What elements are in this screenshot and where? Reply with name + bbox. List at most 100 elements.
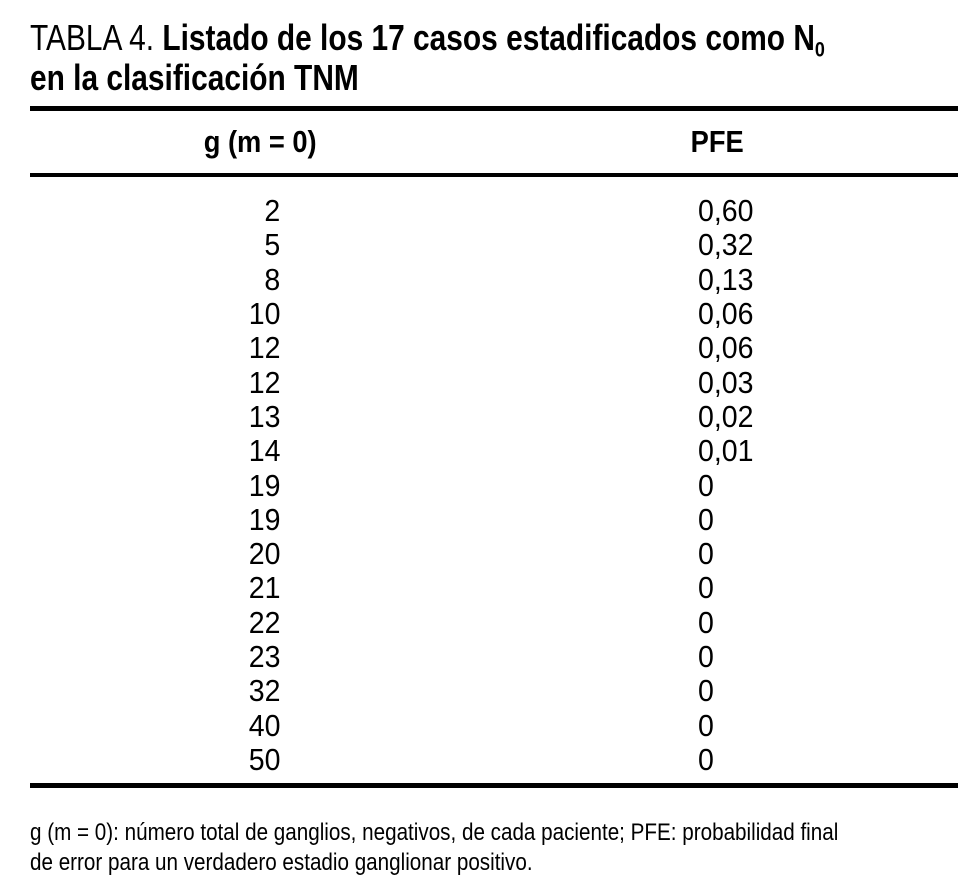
table-title-line-2: en la clasificación TNM — [30, 57, 359, 98]
g-cell: 19 — [30, 468, 490, 504]
pfe-cell: 0,32 — [490, 227, 958, 263]
pfe-value: 0 — [698, 501, 714, 537]
pfe-cell: 0,03 — [490, 365, 958, 401]
column-header-pfe-label: PFE — [690, 124, 745, 159]
g-value: 32 — [248, 673, 280, 709]
g-value: 40 — [248, 707, 280, 743]
table-row: 8 0,13 — [30, 262, 958, 298]
g-cell: 50 — [30, 742, 490, 778]
g-cell: 20 — [30, 536, 490, 572]
g-value: 8 — [264, 261, 280, 297]
g-value: 2 — [264, 193, 280, 229]
g-value: 19 — [248, 467, 280, 503]
pfe-cell: 0,01 — [490, 433, 958, 469]
pfe-value: 0,32 — [698, 227, 754, 263]
g-value: 5 — [264, 227, 280, 263]
title-subscript: 0 — [814, 36, 825, 62]
pfe-value: 0,06 — [698, 296, 754, 332]
g-value: 20 — [248, 536, 280, 572]
pfe-cell: 0 — [490, 536, 958, 572]
pfe-cell: 0 — [490, 605, 958, 641]
table-title: TABLA 4. Listado de los 17 casos estadif… — [30, 18, 975, 98]
table-row: 19 0 — [30, 468, 958, 504]
g-cell: 5 — [30, 227, 490, 263]
pfe-value: 0 — [698, 707, 714, 743]
table-title-text: Listado de los 17 casos estadificados co… — [162, 17, 815, 58]
table-row: 12 0,06 — [30, 330, 958, 366]
table-row: 32 0 — [30, 673, 958, 709]
pfe-value: 0,03 — [698, 364, 754, 400]
footnote-line-1: g (m = 0): número total de ganglios, neg… — [30, 819, 839, 846]
g-cell: 21 — [30, 570, 490, 606]
g-value: 10 — [248, 296, 280, 332]
header-rule — [30, 173, 958, 177]
pfe-cell: 0,06 — [490, 330, 958, 366]
table-row: 5 0,32 — [30, 227, 958, 263]
table-row: 12 0,03 — [30, 365, 958, 401]
g-value: 50 — [248, 741, 280, 777]
pfe-cell: 0 — [490, 570, 958, 606]
top-rule — [30, 106, 958, 111]
table-row: 23 0 — [30, 639, 958, 675]
g-value: 22 — [248, 604, 280, 640]
pfe-cell: 0 — [490, 502, 958, 538]
pfe-cell: 0,13 — [490, 262, 958, 298]
table-row: 20 0 — [30, 536, 958, 572]
table-row: 19 0 — [30, 502, 958, 538]
g-cell: 40 — [30, 708, 490, 744]
pfe-cell: 0,02 — [490, 399, 958, 435]
pfe-value: 0,06 — [698, 330, 754, 366]
g-value: 23 — [248, 639, 280, 675]
table-row: 22 0 — [30, 605, 958, 641]
pfe-cell: 0,06 — [490, 296, 958, 332]
column-header-g-label: g (m = 0) — [203, 124, 317, 159]
pfe-cell: 0 — [490, 708, 958, 744]
table-row: 14 0,01 — [30, 433, 958, 469]
table-header-row: g (m = 0) PFE — [30, 111, 958, 173]
table-body: 2 0,60 5 0,32 8 0,13 10 0,06 12 0,06 12 … — [30, 177, 958, 777]
column-header-pfe: PFE — [490, 124, 945, 160]
pfe-cell: 0 — [490, 742, 958, 778]
g-cell: 10 — [30, 296, 490, 332]
g-value: 21 — [248, 570, 280, 606]
table-row: 50 0 — [30, 742, 958, 778]
g-cell: 23 — [30, 639, 490, 675]
pfe-cell: 0,60 — [490, 193, 958, 229]
footnote-line-2: de error para un verdadero estadio gangl… — [30, 849, 533, 876]
table-row: 13 0,02 — [30, 399, 958, 435]
pfe-value: 0 — [698, 639, 714, 675]
table-row: 40 0 — [30, 708, 958, 744]
pfe-value: 0,01 — [698, 433, 754, 469]
g-value: 19 — [248, 501, 280, 537]
g-cell: 8 — [30, 262, 490, 298]
pfe-cell: 0 — [490, 468, 958, 504]
pfe-cell: 0 — [490, 673, 958, 709]
pfe-value: 0,60 — [698, 193, 754, 229]
pfe-value: 0,13 — [698, 261, 754, 297]
table-row: 10 0,06 — [30, 296, 958, 332]
table-label: TABLA 4. — [30, 17, 155, 58]
table-footnote: g (m = 0): número total de ganglios, neg… — [30, 818, 970, 878]
table-title-line-1: TABLA 4. Listado de los 17 casos estadif… — [30, 17, 825, 62]
g-cell: 22 — [30, 605, 490, 641]
table-row: 21 0 — [30, 570, 958, 606]
g-value: 12 — [248, 364, 280, 400]
pfe-value: 0 — [698, 536, 714, 572]
pfe-value: 0 — [698, 604, 714, 640]
bottom-rule — [30, 783, 958, 788]
g-cell: 14 — [30, 433, 490, 469]
pfe-value: 0 — [698, 673, 714, 709]
g-value: 13 — [248, 398, 280, 434]
g-cell: 13 — [30, 399, 490, 435]
g-cell: 32 — [30, 673, 490, 709]
pfe-value: 0,02 — [698, 398, 754, 434]
g-cell: 12 — [30, 365, 490, 401]
pfe-value: 0 — [698, 570, 714, 606]
pfe-value: 0 — [698, 741, 714, 777]
pfe-value: 0 — [698, 467, 714, 503]
table-row: 2 0,60 — [30, 193, 958, 229]
g-value: 14 — [248, 433, 280, 469]
g-cell: 19 — [30, 502, 490, 538]
column-header-g: g (m = 0) — [30, 124, 490, 160]
